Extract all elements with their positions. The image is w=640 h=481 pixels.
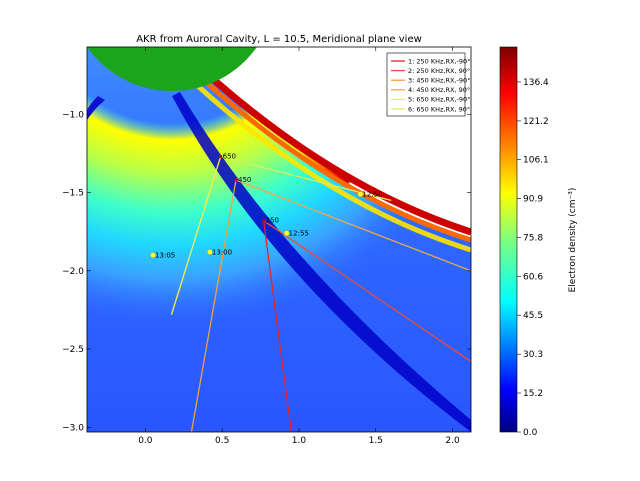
- outer-boundary-yellow: [196, 84, 471, 253]
- legend-box: [386, 52, 466, 117]
- legend-entry-1: 1: 250 KHz,RX,-90°: [408, 57, 470, 65]
- source-label-250: 250: [266, 217, 279, 225]
- time-label-1300: 13:00: [212, 249, 232, 257]
- source-marker-650: [219, 155, 223, 159]
- y-tick-label: −1.5: [62, 189, 84, 199]
- source-label-650: 650: [223, 153, 236, 161]
- time-marker-1255: [283, 230, 290, 237]
- legend-entry-4: 4: 450 KHz,RX, 90°: [408, 86, 470, 94]
- colorbar-tick-label: 90.9: [523, 195, 543, 205]
- legend: 1: 250 KHz,RX,-90° 2: 250 KHz,RX, 90° 3: 4…: [386, 52, 470, 117]
- colorbar-tick-label: 121.2: [523, 117, 549, 127]
- legend-entry-5: 5: 650 KHz,RX,-90°: [408, 96, 470, 104]
- auroral-cavity: [172, 92, 471, 432]
- colorbar-bar: [499, 46, 518, 433]
- colorbar-ticks: 0.0 15.2 30.3 45.5 60.6 75.8 90.9 106.1 121.2 136…: [517, 78, 549, 438]
- y-tick-label: −2.5: [62, 345, 84, 355]
- colorbar-label: Electron density (cm⁻³): [568, 188, 578, 293]
- colorbar-tick-label: 136.4: [523, 78, 549, 88]
- legend-entry-3: 3: 450 KHz,RX,-90°: [408, 77, 470, 85]
- axis-ticks: 0.0 0.5 1.0 1.5 2.0 −1.0 −1.5 −2.0 −2.5 −3.0: [62, 47, 471, 446]
- x-tick-label: 0.0: [138, 436, 153, 446]
- source-marker-250: [262, 219, 266, 223]
- chart-title: AKR from Auroral Cavity, L = 10.5, Merid…: [136, 34, 422, 45]
- markers: 250 450 650 12:50 12:55 13:00 13:05: [150, 153, 383, 260]
- source-label-450: 450: [238, 176, 251, 184]
- time-marker-1250: [357, 191, 364, 197]
- source-marker-450: [234, 178, 238, 182]
- legend-entry-2: 2: 250 KHz,RX, 90°: [408, 67, 470, 75]
- ray-path-2: [263, 220, 471, 363]
- time-label-1250: 12:50: [362, 191, 382, 199]
- y-tick-label: −3.0: [62, 423, 84, 433]
- cavity-left-edge: [87, 96, 105, 120]
- time-label-1305: 13:05: [155, 252, 175, 260]
- ray-path-4: [235, 179, 471, 272]
- colorbar-tick-label: 15.2: [523, 389, 543, 399]
- colorbar-tick-label: 60.6: [523, 272, 543, 282]
- x-tick-label: 1.5: [369, 436, 383, 446]
- x-tick-label: 0.5: [215, 436, 229, 446]
- colorbar-tick-label: 0.0: [523, 428, 538, 438]
- earth: [87, 47, 257, 91]
- ray-path-1: [262, 220, 292, 432]
- outer-boundary-red: [211, 77, 471, 236]
- ray-path-5: [170, 156, 222, 315]
- colorbar-tick-label: 75.8: [523, 233, 543, 243]
- ray-path-3: [190, 179, 237, 432]
- time-label-1255: 12:55: [289, 230, 309, 238]
- y-tick-label: −2.0: [62, 267, 84, 277]
- colorbar-tick-label: 106.1: [523, 156, 549, 166]
- x-tick-label: 1.0: [292, 436, 307, 446]
- legend-entry-6: 6: 650 KHz,RX, 90°: [408, 105, 470, 113]
- x-tick-label: 2.0: [445, 436, 460, 446]
- time-marker-1305: [150, 252, 156, 258]
- plot-frame: [86, 46, 472, 433]
- time-marker-1300: [207, 249, 213, 255]
- outer-boundary-orange: [204, 80, 471, 243]
- colorbar: 0.0 15.2 30.3 45.5 60.6 75.8 90.9 106.1 121.2 136…: [499, 46, 578, 438]
- y-tick-label: −1.0: [62, 110, 84, 120]
- colorbar-tick-label: 45.5: [523, 311, 543, 321]
- colorbar-tick-label: 30.3: [523, 350, 543, 360]
